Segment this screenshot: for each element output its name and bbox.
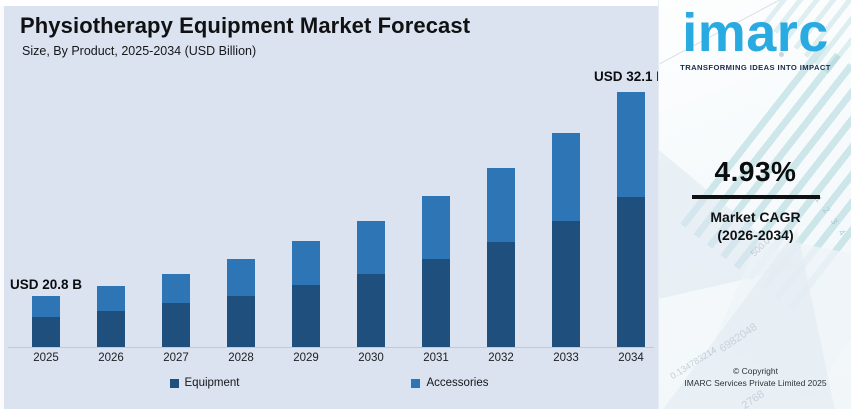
decor-watermark-number: 6982048 (717, 321, 760, 355)
chart-panel: Physiotherapy Equipment Market Forecast … (0, 0, 666, 409)
bar-2031 (422, 196, 450, 347)
bar-2027 (162, 274, 190, 347)
legend-swatch-icon (169, 378, 179, 388)
x-axis-label-2030: 2030 (358, 352, 384, 364)
bar-2033 (552, 133, 580, 347)
cagr-caption-line2: (2026-2034) (717, 227, 794, 244)
data-label-2025: USD 20.8 B (10, 277, 83, 292)
bar-2030 (357, 221, 385, 347)
equipment-segment (32, 317, 60, 347)
legend-label: Accessories (426, 377, 489, 389)
equipment-segment (162, 303, 190, 347)
bar-2026 (97, 286, 125, 347)
accessories-segment (617, 92, 645, 197)
accessories-segment (487, 168, 515, 242)
decor-watermark-number: 2768 (739, 388, 767, 409)
equipment-segment (357, 274, 385, 347)
copyright-line2: IMARC Services Private Limited 2025 (684, 378, 827, 388)
bar-2032 (487, 168, 515, 347)
chart-title: Physiotherapy Equipment Market Forecast (20, 13, 471, 38)
data-label-2034: USD 32.1 B (594, 69, 667, 84)
copyright: © Copyright IMARC Services Private Limit… (659, 366, 851, 388)
accessories-segment (422, 196, 450, 259)
accessories-segment (32, 296, 60, 317)
imarc-logo-text: imarc (682, 3, 829, 63)
x-axis-label-2033: 2033 (553, 352, 579, 364)
equipment-segment (487, 242, 515, 347)
equipment-segment (617, 197, 645, 347)
x-axis-label-2025: 2025 (33, 352, 59, 364)
x-axis-label-2031: 2031 (423, 352, 449, 364)
x-axis-label-2026: 2026 (98, 352, 124, 364)
imarc-logo-tagline: TRANSFORMING IDEAS INTO IMPACT (680, 63, 831, 73)
cagr-underline (691, 195, 820, 199)
accessories-segment (97, 286, 125, 311)
accessories-segment (552, 133, 580, 221)
equipment-segment (552, 221, 580, 347)
equipment-segment (97, 311, 125, 347)
bar-2034 (617, 92, 645, 347)
accessories-segment (227, 259, 255, 296)
x-axis-label-2032: 2032 (488, 352, 514, 364)
legend-item-accessories: Accessories (411, 377, 488, 389)
x-axis-line (8, 347, 654, 348)
cagr-value: 4.93% (714, 156, 797, 187)
legend-swatch-icon (411, 378, 421, 388)
panel-border-left (0, 0, 4, 409)
cagr-block: 4.93% Market CAGR (2026-2034) (659, 156, 851, 244)
brand-sidebar: 500.0 6982048 0.134783214 2768 1 2 3 4 i… (658, 0, 851, 409)
x-axis-label-2029: 2029 (293, 352, 319, 364)
cagr-caption-line1: Market CAGR (710, 209, 801, 225)
legend-label: Equipment (184, 377, 240, 389)
bar-2028 (227, 259, 255, 347)
accessories-segment (357, 221, 385, 274)
equipment-segment (227, 296, 255, 347)
panel-border-top (0, 0, 658, 6)
x-axis-label-2034: 2034 (618, 352, 644, 364)
copyright-line1: © Copyright (732, 366, 778, 376)
equipment-segment (422, 259, 450, 347)
equipment-segment (292, 285, 320, 347)
legend-item-equipment: Equipment (169, 377, 240, 389)
chart-subtitle: Size, By Product, 2025-2034 (USD Billion… (22, 44, 257, 58)
x-axis-label-2027: 2027 (163, 352, 189, 364)
accessories-segment (162, 274, 190, 303)
x-axis-label-2028: 2028 (228, 352, 254, 364)
bar-2025 (32, 296, 60, 347)
accessories-segment (292, 241, 320, 285)
bar-2029 (292, 241, 320, 347)
legend: Equipment Accessories (0, 377, 658, 389)
imarc-logo: imarc TRANSFORMING IDEAS INTO IMPACT (659, 3, 851, 73)
